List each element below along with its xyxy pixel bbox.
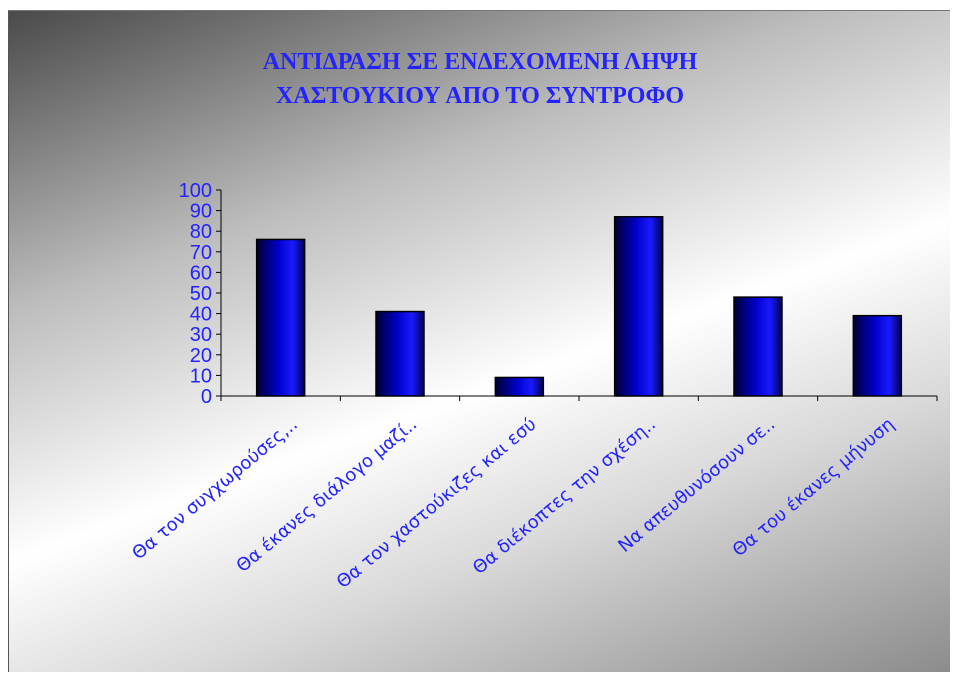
y-tick-label: 0	[201, 386, 212, 408]
y-tick-label: 70	[190, 242, 212, 264]
bar	[734, 297, 782, 396]
bar	[257, 239, 305, 396]
bar	[495, 377, 543, 396]
y-tick-label: 10	[190, 365, 212, 387]
bar	[615, 217, 663, 396]
bar	[376, 312, 424, 396]
category-label: Θα τον χαστούκιζες και εσύ	[333, 414, 541, 593]
y-tick-label: 30	[190, 324, 212, 346]
y-tick-label: 20	[190, 345, 212, 367]
y-tick-label: 90	[190, 201, 212, 223]
bar	[853, 316, 901, 396]
y-tick-label: 60	[190, 262, 212, 284]
y-tick-label: 40	[190, 304, 212, 326]
y-tick-label: 80	[190, 221, 212, 243]
y-tick-label: 100	[179, 180, 212, 202]
y-tick-label: 50	[190, 283, 212, 305]
